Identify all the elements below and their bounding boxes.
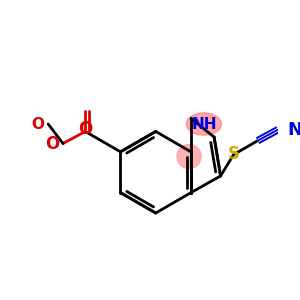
Text: O: O [78,120,92,138]
Text: S: S [228,145,240,163]
Text: O: O [45,134,59,152]
Text: O: O [32,116,44,131]
Ellipse shape [177,144,201,169]
Ellipse shape [186,113,221,135]
Text: N: N [287,121,300,139]
Text: NH: NH [191,116,217,131]
